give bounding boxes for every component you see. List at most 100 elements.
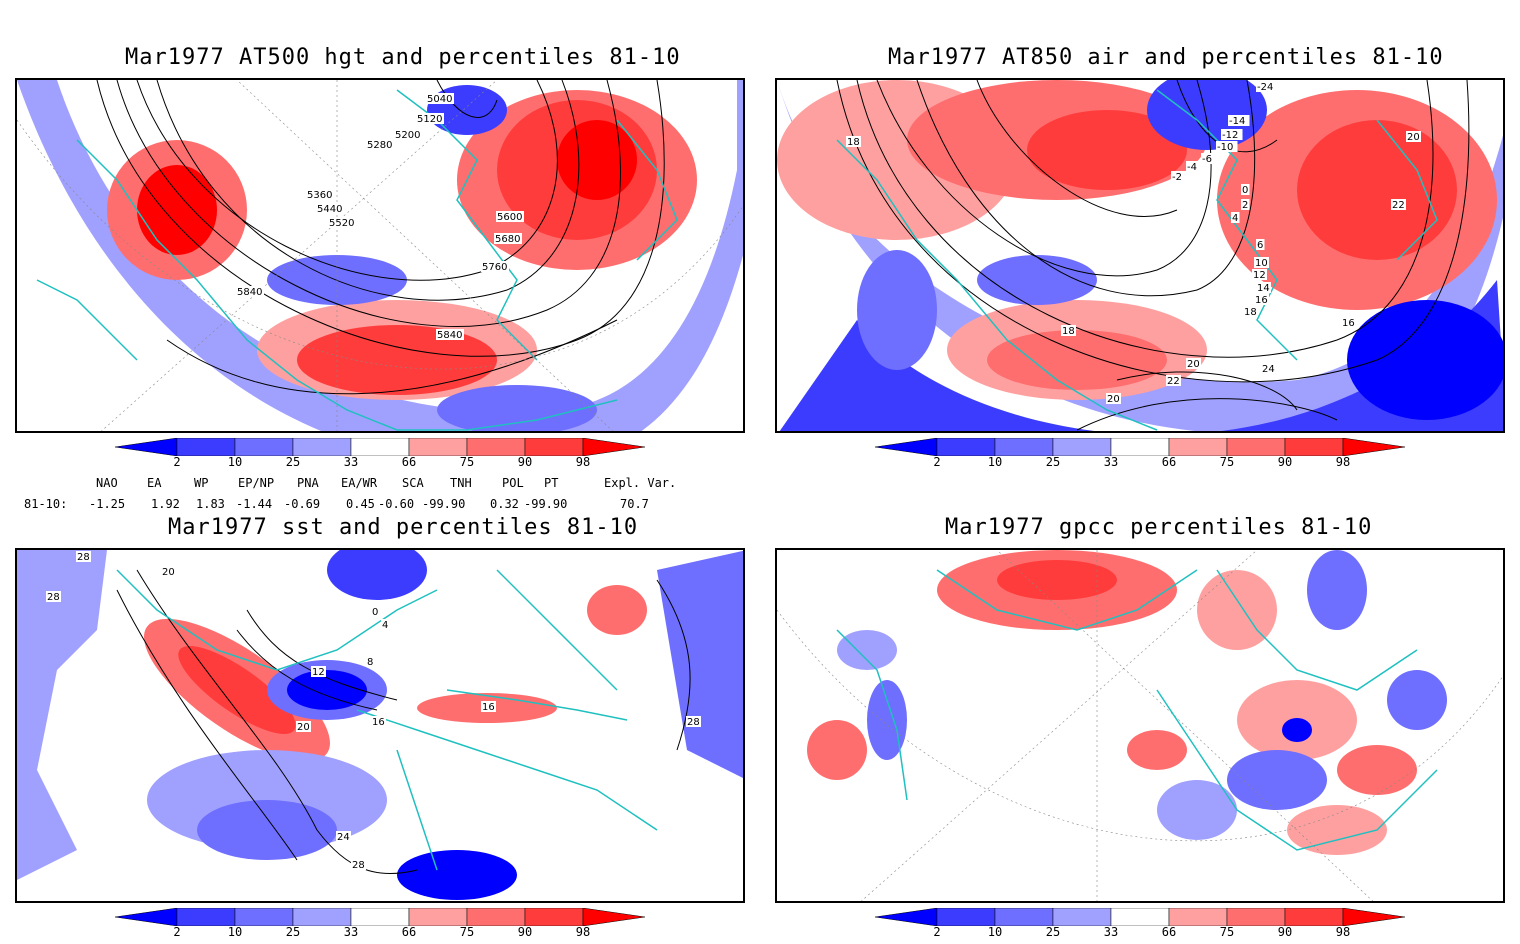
colorbar-2-tick-2: 2 [933, 455, 941, 469]
contour-label-bg [1201, 153, 1216, 164]
contour-label-bg [236, 286, 264, 297]
tele-value-nao: -1.25 [89, 497, 126, 511]
contour-label-bg [436, 329, 464, 340]
contour-label: -14 [1229, 116, 1245, 127]
colorbar-1: 2 10 25 33 66 75 90 98 [115, 438, 645, 474]
colorbar-3-tick-66: 66 [401, 925, 417, 939]
contour-label: 14 [1257, 283, 1270, 294]
contour-label-bg [1241, 199, 1250, 210]
colorbar-4-tick-98: 98 [1335, 925, 1351, 939]
tele-value-pt: -99.90 [524, 497, 568, 511]
contour-label-bg [481, 701, 496, 712]
contour-label: 12 [1253, 270, 1266, 281]
contour-label-bg [366, 139, 394, 150]
contour-label-bg [1186, 161, 1201, 172]
contour-label-bg [296, 721, 311, 732]
colorbar-2-swatches [875, 438, 1405, 456]
contour-label: 16 [482, 702, 495, 713]
contour-label-bg [846, 136, 861, 147]
colorbar-2-tick-66: 66 [1161, 455, 1177, 469]
contour-label: 28 [77, 552, 90, 563]
contour-label: -12 [1222, 130, 1238, 141]
contour-label: 5840 [237, 287, 262, 298]
contour-label: 16 [372, 717, 385, 728]
panel-title-gpcc: Mar1977 gpcc percentiles 81-10 [945, 515, 1373, 540]
tele-value-pna: -0.69 [284, 497, 321, 511]
contour-label-bg [1252, 269, 1267, 280]
contour-label: 4 [382, 620, 388, 631]
contour-label: 18 [847, 137, 860, 148]
colorbar-2: 2 10 25 33 66 75 90 98 [875, 438, 1405, 474]
contour-label: 5120 [417, 114, 442, 125]
contour-label-bg [336, 831, 351, 842]
contour-label: 28 [47, 592, 60, 603]
colorbar-4-tick-25: 25 [1045, 925, 1061, 939]
contour-label: 22 [1167, 376, 1180, 387]
contour-label: 5760 [482, 262, 507, 273]
tele-row-label: 81-10: [24, 497, 68, 511]
contour-label-bg [1243, 306, 1258, 317]
contour-label: 20 [297, 722, 310, 733]
contour-label-bg [311, 666, 326, 677]
contour-label-bg [1254, 294, 1269, 305]
contour-label-bg [1241, 184, 1250, 195]
contour-label: 18 [1244, 307, 1257, 318]
colorbar-1-tick-33: 33 [343, 455, 359, 469]
contour-label-bg [46, 591, 61, 602]
tele-name-expl-var: Expl. Var. [604, 476, 677, 490]
contour-label: 5280 [367, 140, 392, 151]
colorbar-1-tick-66: 66 [401, 455, 417, 469]
contour-label-bg [1261, 363, 1276, 374]
contour-label: 6 [1257, 240, 1263, 251]
contour-label-bg [366, 656, 375, 667]
contour-label: 28 [352, 860, 365, 871]
colorbar-3-tick-10: 10 [227, 925, 243, 939]
tele-name-wp: WP [194, 476, 209, 490]
tele-value-ea: 1.92 [151, 497, 180, 511]
contour-label: 8 [367, 657, 373, 668]
contour-label-bg [1256, 282, 1271, 293]
colorbar-2-tick-33: 33 [1103, 455, 1119, 469]
map-t850: -24-14-12-10-6-4-20246101214161818202022… [777, 80, 1503, 431]
tele-value-eawr: 0.45 [346, 497, 375, 511]
tele-name-pna: PNA [297, 476, 319, 490]
contour-label: 24 [337, 832, 350, 843]
contour-label-bg [1391, 199, 1406, 210]
tele-name-pt: PT [544, 476, 559, 490]
colorbar-4-tick-10: 10 [987, 925, 1003, 939]
colorbar-4-tick-66: 66 [1161, 925, 1177, 939]
contour-label-bg [1231, 212, 1240, 223]
contour-label: 5600 [497, 212, 522, 223]
contour-label: 2 [1242, 200, 1248, 211]
contour-label: 20 [1407, 132, 1420, 143]
contour-label: 5520 [329, 218, 354, 229]
contour-label-bg [1341, 317, 1356, 328]
contour-label: 16 [1342, 318, 1355, 329]
colorbar-3-tick-75: 75 [459, 925, 475, 939]
tele-value-pol: 0.32 [490, 497, 519, 511]
contour-label-bg [76, 551, 91, 562]
contour-label-bg [381, 619, 390, 630]
colorbar-3: 2 10 25 33 66 75 90 98 [115, 908, 645, 944]
contour-label: 22 [1392, 200, 1405, 211]
colorbar-4-tick-90: 90 [1277, 925, 1293, 939]
map-panel-sst: 28 28 20 0 4 8 12 16 20 24 28 16 28 [15, 548, 745, 903]
contour-label-bg [1106, 393, 1121, 404]
tele-name-tnh: TNH [450, 476, 472, 490]
colorbar-2-tick-10: 10 [987, 455, 1003, 469]
colorbar-2-tick-75: 75 [1219, 455, 1235, 469]
colorbar-3-tick-33: 33 [343, 925, 359, 939]
contour-label-bg [161, 566, 176, 577]
contour-label: 5840 [437, 330, 462, 341]
contour-label: 5200 [395, 130, 420, 141]
contour-label-bg [426, 93, 454, 104]
contour-label-bg [1228, 115, 1250, 126]
contour-label: -6 [1202, 154, 1212, 165]
colorbar-2-tick-25: 25 [1045, 455, 1061, 469]
contour-label-bg [1406, 131, 1421, 142]
contour-label-bg [371, 716, 386, 727]
tele-value-wp: 1.83 [196, 497, 225, 511]
map-sst: 28 28 20 04 8 12 16 20 24 28 16 28 [17, 550, 743, 900]
colorbar-4: 2 10 25 33 66 75 90 98 [875, 908, 1405, 944]
